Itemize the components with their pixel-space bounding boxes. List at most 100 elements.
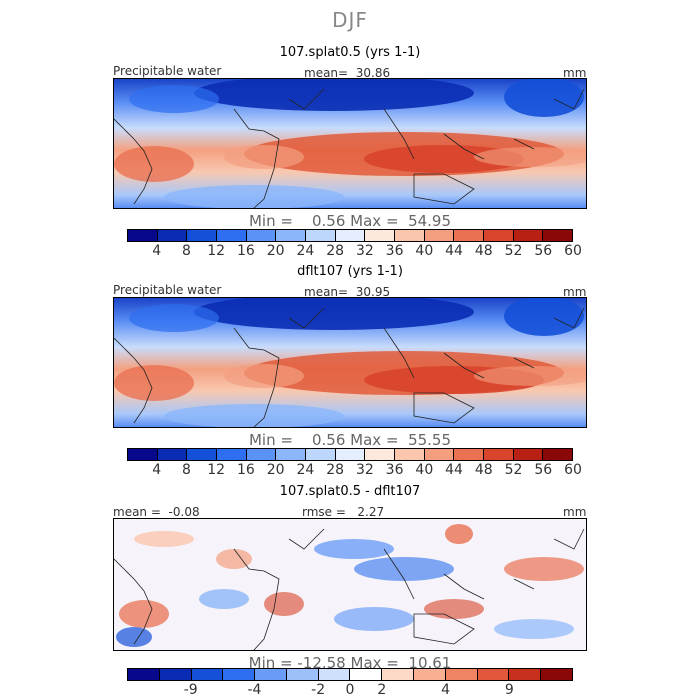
panel3-blob-h: [199, 589, 249, 609]
panel3-max-value: 10.61: [408, 654, 452, 672]
panel1-variable: Precipitable water: [113, 64, 222, 78]
panel2-colorbar-segment: [424, 449, 455, 460]
panel3-colorbar-segment: [286, 669, 319, 680]
panel3-colorbar-segment: [159, 669, 192, 680]
panel2-colorbar-tick: 32: [355, 462, 374, 478]
panel1-colorbar-tick: 8: [181, 243, 191, 259]
panel1-south-low: [164, 185, 344, 208]
panel3-colorbar-segment: [477, 669, 510, 680]
panel2-colorbar-segment: [335, 449, 366, 460]
panel1-colorbar-segment: [306, 230, 336, 241]
panel1-colorbar-tick: 36: [385, 243, 404, 259]
panel2-colorbar-tick: 40: [415, 462, 434, 478]
panel1-title: 107.splat0.5 (yrs 1-1): [279, 45, 421, 60]
panel3-blob-c: [314, 539, 394, 559]
panel3-blob-d: [354, 557, 454, 581]
panel1-colorbar-tick: 40: [415, 243, 434, 259]
panel2-colorbar-tick: 24: [296, 462, 315, 478]
panel3-map: [113, 518, 587, 651]
panel1-colorbar-segment: [217, 230, 247, 241]
panel3-colorbar-segment: [255, 669, 287, 680]
panel1-mean: mean= 30.86: [304, 66, 390, 80]
panel1-units: mm: [563, 66, 587, 80]
panel1-max-value: 54.95: [408, 212, 452, 230]
panel1-colorbar-segment: [424, 230, 455, 241]
panel1-colorbar-tick: 4: [152, 243, 162, 259]
panel3-colorbar-segment: [191, 669, 224, 680]
panel2-asia-low: [194, 298, 474, 330]
panel3-blob-i: [264, 592, 304, 616]
panel3-blob-f: [504, 557, 584, 581]
panel3-blob-m: [494, 619, 574, 639]
panel2-max-value: 55.55: [408, 431, 452, 449]
panel2-variable: Precipitable water: [113, 283, 222, 297]
panel3-colorbar-tick: 0: [345, 682, 355, 698]
panel1-colorbar-tick: 20: [266, 243, 285, 259]
panel2-min-label: Min =: [248, 431, 293, 449]
panel3-coastlines: [114, 528, 585, 650]
panel2-colorbar-segment: [513, 449, 544, 460]
panel1-colorbar-segment: [276, 230, 307, 241]
panel1-min-label: Min =: [248, 212, 293, 230]
panel3-colorbar-segment: [318, 669, 351, 680]
panel1-colorbar-segment: [484, 230, 514, 241]
panel2-colorbar-tick: 28: [326, 462, 345, 478]
panel3-mean: mean = -0.08: [113, 505, 200, 519]
panel2-colorbar-segment: [217, 449, 247, 460]
panel2-colorbar-segment: [157, 449, 188, 460]
panel2-colorbar: [127, 448, 573, 461]
panel3-colorbar-segment: [414, 669, 446, 680]
panel3-colorbar-tick: -9: [183, 682, 198, 698]
panel2-spcz: [474, 366, 586, 386]
panel1-colorbar-segment: [365, 230, 396, 241]
panel2-colorbar-tick: 36: [385, 462, 404, 478]
panel3-colorbar-tick: 9: [504, 682, 514, 698]
panel1-colorbar-tick: 52: [504, 243, 523, 259]
panel3-blob-a: [134, 531, 194, 547]
panel3-rmse-value: 2.27: [357, 505, 385, 519]
panel1-mean-label: mean=: [304, 66, 349, 80]
panel3-blob-j: [334, 607, 414, 631]
panel3-blob-e: [445, 524, 473, 544]
panel2-amazon-high: [114, 365, 194, 401]
panel3-min-label: Min =: [248, 654, 293, 672]
panel1-colorbar-segment: [395, 230, 425, 241]
panel2-colorbar-segment: [484, 449, 514, 460]
panel2-colorbar-segment: [246, 449, 277, 460]
panel2-colorbar-tick: 48: [474, 462, 493, 478]
panel3-colorbar-tick: -4: [247, 682, 262, 698]
panel1-colorbar-ticks: 4 8 12 16 20 24 28 32 36 40 44 48 52 56 60: [127, 243, 582, 259]
panel3-field: [114, 519, 586, 650]
panel1-colorbar-segment: [543, 230, 573, 241]
panel2-colorbar-segment: [543, 449, 573, 460]
panel3-colorbar-segment: [509, 669, 542, 680]
panel3-colorbar-segment: [128, 669, 160, 680]
panel1-min-value: 0.56: [311, 212, 346, 230]
panel1-asia-low: [194, 79, 474, 111]
panel3-colorbar-ticks: -9 -4 -2 0 2 4 9: [127, 682, 573, 698]
panel2-colorbar-tick: 56: [534, 462, 553, 478]
panel1-colorbar: [127, 229, 573, 242]
panel3-colorbar-segment: [445, 669, 478, 680]
panel3-minmax: Min = -12.58 Max = 10.61: [0, 654, 700, 672]
panel2-colorbar-ticks: 4 8 12 16 20 24 28 32 36 40 44 48 52 56 60: [127, 462, 582, 478]
panel3-min-value: -12.58: [297, 654, 346, 672]
panel1-field: [114, 79, 586, 208]
panel1-colorbar-segment: [246, 230, 277, 241]
panel1-africa-high: [224, 145, 304, 169]
super-title: DJF: [332, 8, 368, 32]
panel2-units: mm: [563, 285, 587, 299]
panel1-colorbar-tick: 12: [207, 243, 226, 259]
panel2-colorbar-tick: 8: [181, 462, 191, 478]
panel2-minmax: Min = 0.56 Max = 55.55: [0, 431, 700, 449]
panel3-max-label: Max =: [350, 654, 399, 672]
panel1-colorbar-segment: [335, 230, 366, 241]
panel1-colorbar-tick: 16: [237, 243, 255, 259]
panel2-colorbar-segment: [128, 449, 158, 460]
panel3-colorbar-segment: [350, 669, 383, 680]
panel1-colorbar-tick: 48: [474, 243, 493, 259]
panel2-south-low: [164, 404, 344, 427]
panel1-colorbar-segment: [454, 230, 485, 241]
panel2-atlantic-low: [129, 304, 219, 332]
panel2-pacific-low: [504, 298, 584, 336]
